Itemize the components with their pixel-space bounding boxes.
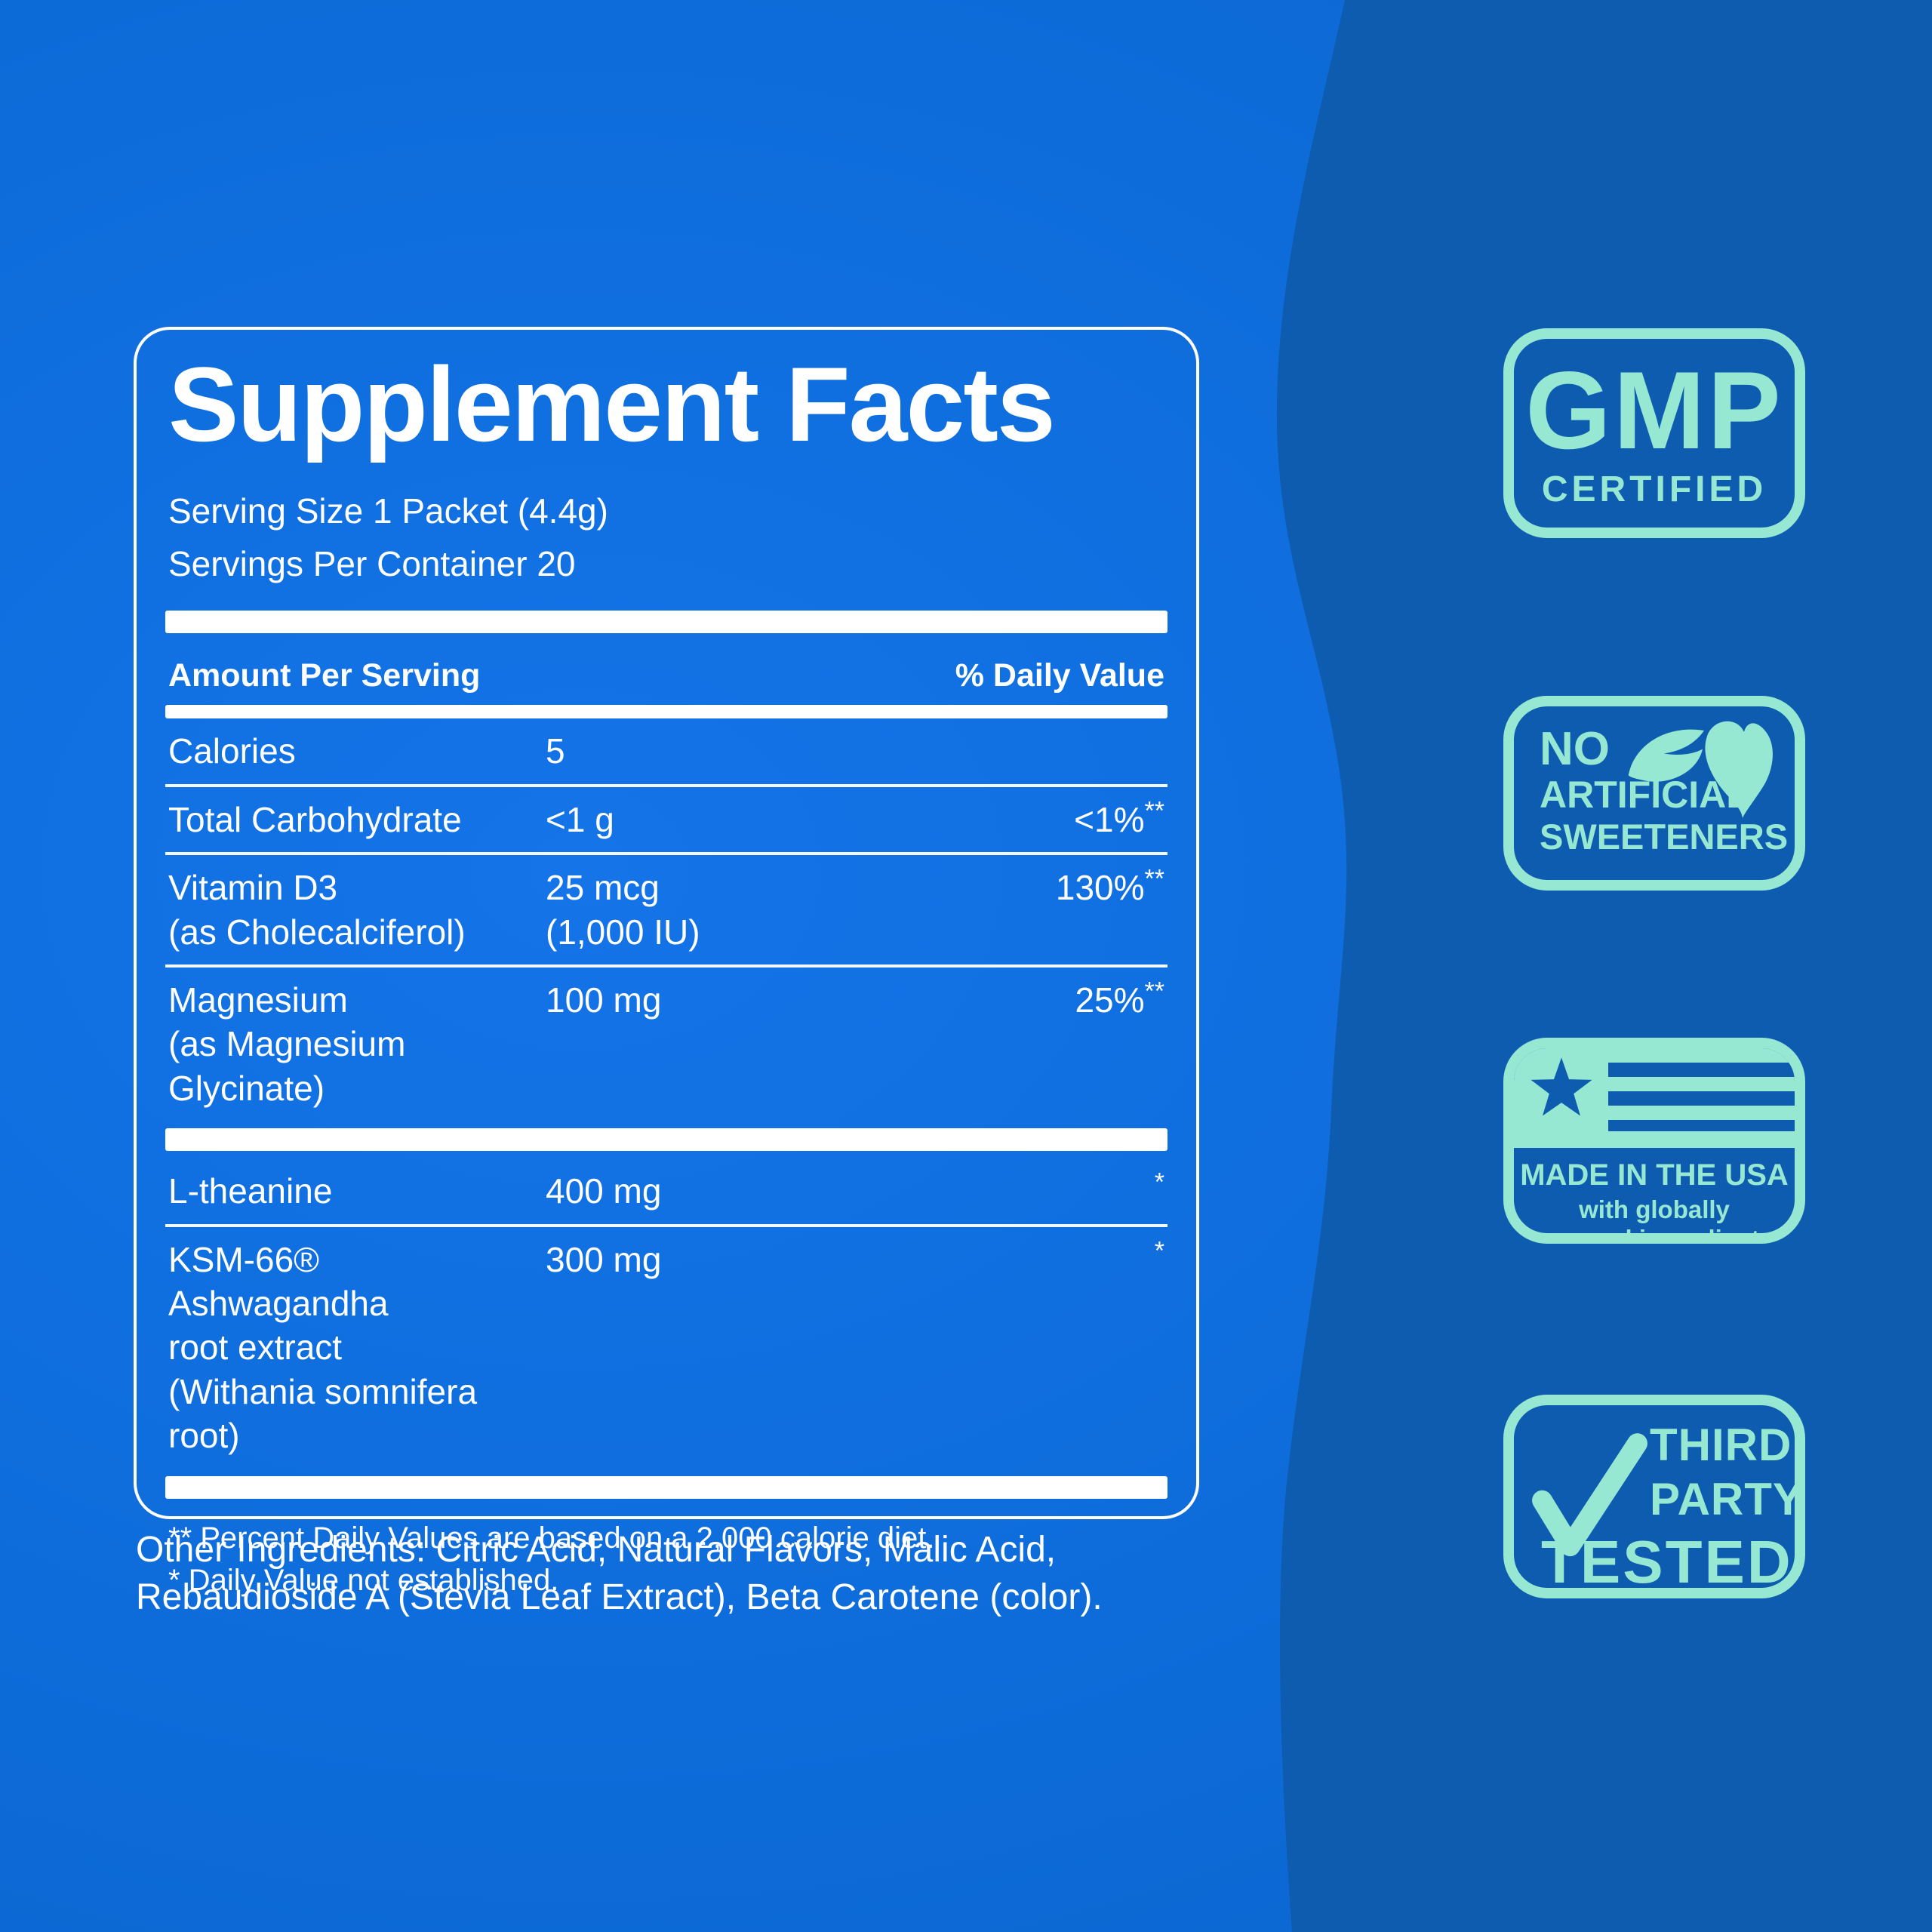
table-row: L-theanine 400 mg * [165, 1158, 1168, 1223]
table-header: Amount Per Serving % Daily Value [165, 657, 1168, 694]
flag-stripe [1608, 1077, 1795, 1091]
nas-text: NO ARTIFICIAL SWEETENERS [1540, 724, 1795, 858]
flag-star-block [1514, 1048, 1608, 1131]
tpt-line2: PARTY [1650, 1474, 1804, 1524]
footnote-daily-values: ** Percent Daily Values are based on a 2… [168, 1521, 935, 1555]
nutrient-amount: 100 mg [546, 980, 662, 1020]
gmp-title: GMP [1525, 349, 1783, 472]
divider-bar [165, 705, 1168, 719]
gmp-subtitle: CERTIFIED [1541, 469, 1767, 509]
nas-line1: NO [1540, 723, 1610, 775]
table-row: KSM-66® Ashwagandha root extract (Withan… [165, 1227, 1168, 1469]
star-icon [1531, 1057, 1592, 1116]
divider-bar [165, 611, 1168, 634]
flag-stripe [1608, 1106, 1795, 1120]
nutrient-daily-value: * [1154, 1168, 1164, 1197]
tpt-line3: TESTED [1541, 1528, 1793, 1595]
nutrient-amount: 5 [546, 731, 565, 771]
badge-third-party-tested: THIRD PARTY TESTED [1503, 1395, 1805, 1598]
nutrient-daily-value: <1%** [1074, 796, 1164, 839]
nutrient-amount: 400 mg [546, 1171, 662, 1211]
nutrient-daily-value: * [1154, 1236, 1164, 1266]
row-divider [165, 852, 1168, 856]
divider-bar [165, 1128, 1168, 1152]
supplement-facts-panel: Supplement Facts Serving Size 1 Packet (… [134, 327, 1199, 1597]
table-row: Vitamin D3 (as Cholecalciferol) 25 mcg (… [165, 855, 1168, 964]
footnote-not-established: * Daily Value not established. [168, 1564, 559, 1598]
nutrient-name: Calories [168, 731, 296, 771]
servings-per-container: Servings Per Container 20 [168, 543, 576, 583]
other-ingredients: Other Ingredients: Citric Acid, Natural … [136, 1530, 1103, 1618]
row-divider [165, 783, 1168, 787]
badge-gmp-certified: GMP CERTIFIED [1503, 328, 1805, 538]
badge-made-in-usa: MADE IN THE USA with globally sourced in… [1503, 1038, 1805, 1244]
table-row: Total Carbohydrate <1 g <1%** [165, 787, 1168, 852]
flag-stripe [1514, 1131, 1795, 1148]
nutrient-name: KSM-66® Ashwagandha root extract (Withan… [168, 1239, 478, 1456]
checkmark-icon [1532, 1433, 1647, 1557]
leaves-icon [1628, 721, 1773, 818]
usa-title: MADE IN THE USA [1520, 1158, 1789, 1192]
nutrient-name: Vitamin D3 (as Cholecalciferol) [168, 868, 466, 952]
footnotes: ** Percent Daily Values are based on a 2… [165, 1517, 1168, 1603]
nutrient-name: Magnesium (as Magnesium Glycinate) [168, 980, 406, 1108]
nutrient-amount: 300 mg [546, 1239, 662, 1279]
nas-line3: SWEETENERS [1540, 817, 1789, 857]
tpt-line1: THIRD [1650, 1420, 1792, 1470]
usa-line2: with globally [1579, 1195, 1730, 1223]
nutrient-amount: 25 mcg (1,000 IU) [546, 868, 700, 952]
row-divider [165, 1223, 1168, 1227]
flag-stripe [1608, 1048, 1795, 1063]
serving-size: Serving Size 1 Packet (4.4g) [168, 491, 608, 531]
nutrient-daily-value: 25%** [1075, 977, 1164, 1020]
table-row: Magnesium (as Magnesium Glycinate) 100 m… [165, 968, 1168, 1121]
nutrient-name: Total Carbohydrate [168, 799, 462, 839]
usa-line3: sourced ingredients [1535, 1224, 1774, 1244]
header-daily-value: % Daily Value [955, 657, 1164, 694]
nutrient-amount: <1 g [546, 799, 614, 839]
nas-line2: ARTIFICIAL [1540, 774, 1749, 817]
row-divider [165, 964, 1168, 968]
nutrient-daily-value: 130%** [1055, 864, 1164, 908]
divider-bar [165, 1475, 1168, 1499]
badge-no-artificial-sweeteners: NO ARTIFICIAL SWEETENERS [1503, 696, 1805, 891]
nutrient-name: L-theanine [168, 1171, 333, 1211]
table-row: Calories 5 [165, 718, 1168, 783]
header-amount-per-serving: Amount Per Serving [168, 657, 481, 694]
panel-title: Supplement Facts [168, 345, 1056, 463]
